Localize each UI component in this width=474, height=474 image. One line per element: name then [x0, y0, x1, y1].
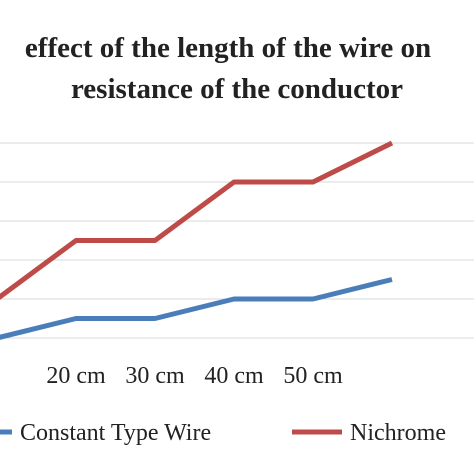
- x-axis-tick-labels: 20 cm 30 cm 40 cm 50 cm: [46, 363, 343, 389]
- gridlines: [0, 142, 474, 339]
- x-tick-label: 20 cm: [46, 363, 106, 389]
- series-line-nichrome: [0, 140, 394, 300]
- series-lines: [0, 140, 394, 340]
- legend-label-nichrome: Nichrome: [350, 420, 446, 446]
- legend: Constant Type Wire Nichrome: [0, 420, 446, 446]
- x-tick-label: 30 cm: [125, 363, 185, 389]
- x-tick-label: 40 cm: [204, 363, 264, 389]
- chart-title-line-1: effect of the length of the wire on: [25, 32, 431, 64]
- series-line-constant-type-wire: [0, 277, 393, 340]
- legend-label-constant-type-wire: Constant Type Wire: [20, 420, 211, 446]
- chart-title-line-2: resistance of the conductor: [71, 73, 403, 105]
- x-tick-label: 50 cm: [283, 363, 343, 389]
